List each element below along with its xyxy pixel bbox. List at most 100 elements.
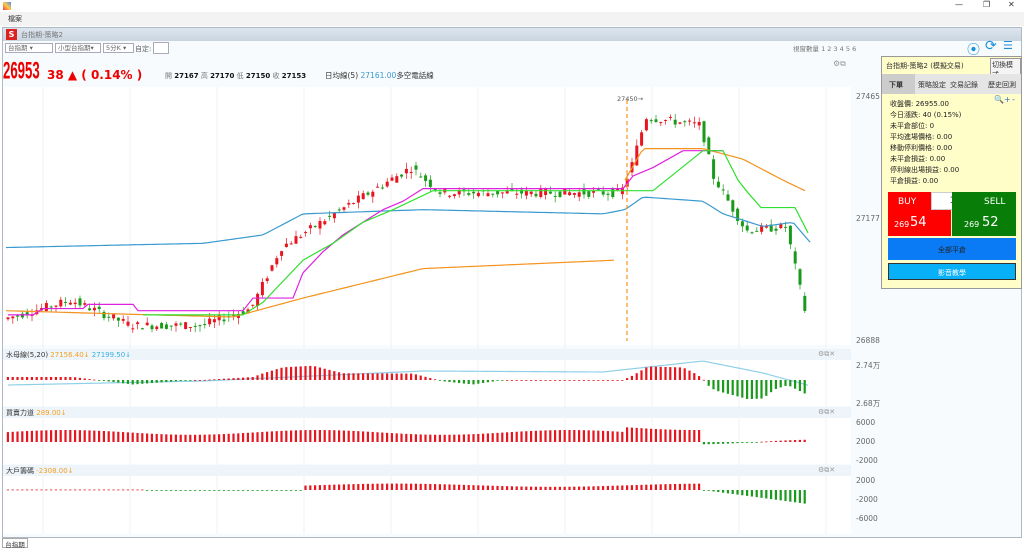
minimize-button[interactable]: — bbox=[955, 0, 963, 9]
sub1-bar bbox=[650, 366, 653, 380]
candle bbox=[424, 175, 428, 181]
sub3-bar bbox=[266, 490, 269, 491]
sub1-bar bbox=[477, 380, 480, 384]
sub3-bar bbox=[83, 489, 86, 491]
sub1-bar bbox=[323, 368, 326, 380]
sub1-bar bbox=[520, 380, 523, 381]
candle bbox=[457, 190, 461, 195]
candle bbox=[428, 179, 432, 187]
sub2-bar bbox=[520, 431, 523, 442]
refresh-icon[interactable]: ⟳ bbox=[985, 38, 997, 54]
contract-select[interactable]: 小型台指期▾ bbox=[55, 43, 101, 53]
sub2-bar bbox=[366, 431, 369, 442]
sub1-bar bbox=[568, 380, 571, 381]
zoom-in-icon[interactable]: 🔍+ bbox=[994, 95, 1011, 104]
signal-icon[interactable]: ⦿ bbox=[967, 43, 981, 58]
sub1-bar bbox=[544, 380, 547, 381]
custom-input[interactable] bbox=[153, 42, 169, 54]
list-settings-icon[interactable]: ☰ bbox=[1003, 39, 1013, 52]
sub1-bar bbox=[486, 380, 489, 383]
sub2-bar bbox=[256, 432, 259, 442]
sub3-bar bbox=[592, 486, 595, 490]
view-count-selector[interactable]: 視窗數量 1 2 3 4 5 6 bbox=[793, 45, 857, 53]
product-select[interactable]: 台指期 ▾ bbox=[5, 43, 53, 53]
tab-order[interactable]: 下單 bbox=[882, 74, 915, 94]
sub1-bar bbox=[227, 378, 230, 380]
sub3-bar bbox=[74, 489, 77, 491]
sub1-bar bbox=[779, 380, 782, 388]
chart-settings-icon[interactable]: ⚙⧉ bbox=[833, 59, 846, 68]
sub1-bar bbox=[198, 380, 201, 381]
close-all-button[interactable]: 全部平倉 bbox=[888, 238, 1016, 260]
sub2-bar bbox=[568, 430, 571, 442]
sub3-bar bbox=[616, 485, 619, 490]
sub3-bar bbox=[539, 486, 542, 490]
sub2-bar bbox=[635, 427, 638, 442]
panel-controls-icon[interactable]: ⚙⧉✕ bbox=[818, 350, 836, 358]
sub2-bar bbox=[707, 442, 710, 445]
menu-file[interactable]: 檔案 bbox=[8, 15, 22, 23]
sub3-bar bbox=[794, 490, 797, 503]
candle bbox=[83, 303, 87, 305]
sub3-bar bbox=[328, 484, 331, 490]
sub2-bar bbox=[117, 431, 120, 442]
sub2-bar bbox=[410, 434, 413, 442]
sub1-bar bbox=[309, 365, 312, 380]
sub3-bar bbox=[64, 489, 67, 491]
candle bbox=[184, 322, 188, 329]
sub1-bar bbox=[472, 380, 475, 385]
sub1-bar bbox=[674, 367, 677, 380]
candle bbox=[140, 328, 144, 330]
sub2-bar bbox=[227, 433, 230, 442]
tab-trade-log[interactable]: 交易記錄 bbox=[950, 81, 978, 89]
sub3-bar bbox=[333, 484, 336, 490]
sub3-bar bbox=[275, 490, 278, 491]
candle bbox=[116, 317, 120, 321]
sub2-bar bbox=[722, 442, 725, 444]
sub1-bar bbox=[184, 380, 187, 381]
panel-title: 台指期-策略2 (模擬交易) bbox=[886, 62, 964, 70]
sub3-bar bbox=[650, 484, 653, 490]
tab-strategy[interactable]: 策略設定 bbox=[918, 81, 946, 89]
sub1-bar bbox=[112, 380, 115, 383]
sub2-bar bbox=[40, 430, 43, 442]
window-title: 台指期-策略2 bbox=[21, 31, 63, 39]
tab-backtest[interactable]: 歷史回測 bbox=[988, 81, 1016, 89]
candle bbox=[16, 315, 20, 317]
sub2-bar bbox=[141, 433, 144, 442]
buy-button[interactable]: BUY 269 54 bbox=[888, 192, 931, 236]
sub3-bar bbox=[386, 483, 389, 490]
sub1-bar bbox=[352, 373, 355, 380]
panel-controls-icon[interactable]: ⚙⧉✕ bbox=[818, 408, 836, 416]
maximize-button[interactable]: ❐ bbox=[983, 0, 991, 9]
candle bbox=[342, 207, 346, 210]
sub3-bar bbox=[750, 490, 753, 497]
candle bbox=[534, 193, 538, 197]
sub1-bar bbox=[525, 380, 528, 381]
sub3-bar bbox=[304, 485, 307, 490]
sub3-bar bbox=[712, 490, 715, 492]
period-select[interactable]: 5分K ▾ bbox=[103, 43, 134, 53]
sell-button[interactable]: SELL 269 52 bbox=[952, 192, 1016, 236]
candle bbox=[486, 193, 490, 197]
sub3-bar bbox=[342, 484, 345, 490]
zoom-out-icon[interactable]: - bbox=[1012, 95, 1015, 104]
buy-button-ext[interactable] bbox=[931, 210, 951, 236]
sub2-bar bbox=[270, 431, 273, 442]
sub1-bar bbox=[645, 367, 648, 380]
price-chart[interactable] bbox=[3, 28, 1023, 539]
sub2-bar bbox=[304, 430, 307, 442]
candle bbox=[414, 165, 418, 170]
video-tutorial-button[interactable]: 影音教學 bbox=[888, 263, 1016, 280]
candle bbox=[510, 188, 514, 191]
sub3-bar bbox=[597, 486, 600, 490]
candle bbox=[6, 317, 10, 320]
panel-controls-icon[interactable]: ⚙⧉✕ bbox=[818, 466, 836, 474]
bottom-tab[interactable]: 台指期 bbox=[2, 538, 28, 549]
sub3-bar bbox=[16, 489, 19, 491]
sub1-bar bbox=[146, 380, 149, 384]
close-button[interactable]: ✕ bbox=[1008, 0, 1015, 9]
sub1-bar bbox=[275, 369, 278, 380]
sub3-bar bbox=[400, 483, 403, 490]
sub1-bar bbox=[251, 377, 254, 380]
